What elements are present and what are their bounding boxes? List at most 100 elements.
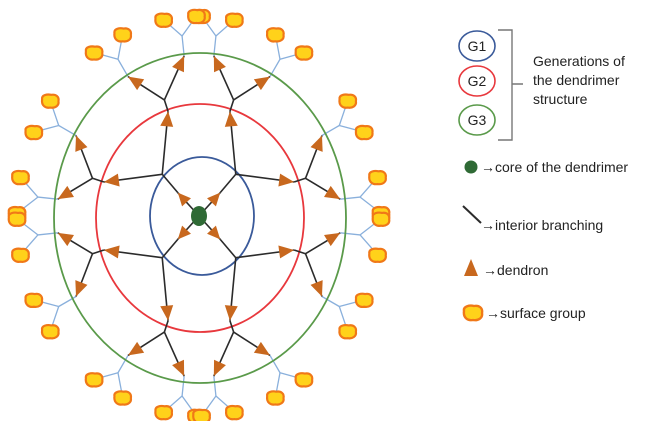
surface-stem-12 — [58, 124, 77, 137]
dendron-17 — [75, 280, 88, 297]
interior-branch-23 — [92, 249, 105, 255]
interior-branch-1 — [219, 173, 237, 194]
interior-branch-7 — [229, 99, 235, 112]
interior-branch-37 — [293, 249, 306, 255]
legend-branch-icon — [462, 205, 482, 224]
surface-group-26 — [265, 390, 285, 406]
surface-group-27 — [294, 372, 314, 388]
dendron-15 — [103, 245, 120, 259]
surface-group-4 — [294, 45, 314, 61]
interior-branch-31 — [219, 238, 237, 259]
interior-branch-27 — [163, 320, 169, 333]
legend-core-label: →core of the dendrimer — [481, 159, 628, 175]
surface-group-8 — [187, 8, 206, 25]
dendron-26 — [310, 280, 323, 297]
generations-bracket — [498, 29, 523, 141]
surface-group-10 — [113, 27, 133, 43]
dendron-13 — [57, 185, 74, 200]
surface-group-2 — [354, 124, 374, 141]
dendron-24 — [253, 341, 270, 356]
dendron-9 — [172, 55, 185, 73]
surface-group-22 — [154, 404, 174, 421]
surface-stem-22 — [181, 376, 185, 397]
dendron-20 — [172, 359, 185, 377]
surface-stem-20 — [117, 355, 129, 374]
surface-group-16 — [7, 211, 27, 227]
surface-group-9 — [154, 12, 174, 28]
dendron-25 — [278, 245, 295, 259]
dendron-11 — [103, 173, 120, 187]
surface-group-31 — [371, 211, 391, 227]
surface-stem-28 — [321, 295, 340, 308]
dendron-7 — [177, 192, 191, 207]
surface-stem-30 — [340, 232, 361, 236]
interior-branch-21 — [161, 238, 179, 259]
surface-group-25 — [224, 404, 244, 421]
legend-core-icon — [464, 160, 478, 174]
surface-stem-0 — [340, 196, 361, 200]
legend-g3-label: G3 — [468, 112, 487, 128]
interior-branch-11 — [161, 173, 179, 194]
dendron-8 — [160, 111, 174, 127]
generations-description-line-2: the dendrimer — [533, 72, 620, 88]
legend-g3: G3 — [458, 104, 496, 136]
interior-branch-3 — [293, 177, 306, 183]
surface-group-17 — [11, 247, 30, 264]
g3-ring — [53, 52, 347, 384]
dendron-1 — [278, 173, 295, 187]
legend-g1: G1 — [458, 30, 496, 62]
dendron-0 — [207, 192, 221, 207]
g1-ring — [149, 156, 255, 276]
dendron-10 — [128, 76, 145, 91]
surface-group-30 — [368, 247, 387, 264]
surface-group-14 — [11, 169, 30, 186]
surface-group-3 — [338, 93, 358, 109]
dendron-19 — [128, 341, 145, 356]
surface-group-29 — [354, 292, 374, 309]
dendron-23 — [213, 359, 226, 377]
surface-group-21 — [113, 390, 133, 406]
surface-group-5 — [265, 27, 285, 43]
dendron-2 — [324, 185, 341, 200]
dendron-21 — [207, 225, 221, 240]
legend-g3-ring — [458, 104, 496, 136]
dendron-27 — [324, 232, 341, 247]
dendron-3 — [310, 135, 323, 152]
surface-stem-26 — [269, 355, 281, 374]
surface-group-24 — [192, 408, 211, 421]
surface-group-20 — [84, 372, 104, 388]
dendron-14 — [177, 225, 191, 240]
interior-branch-17 — [92, 177, 105, 183]
legend-g2-ring — [458, 65, 496, 97]
interior-branch-33 — [229, 320, 235, 333]
g2-ring — [95, 103, 305, 333]
legend-branch-label: →interior branching — [481, 217, 603, 233]
surface-group-13 — [24, 124, 44, 141]
legend-g1-label: G1 — [468, 38, 487, 54]
surface-stem-24 — [213, 376, 217, 397]
generation-rings — [53, 52, 347, 384]
dendrimer-diagram — [7, 8, 391, 421]
dendron-5 — [253, 76, 270, 91]
core-node — [191, 206, 207, 226]
dendrons — [57, 55, 341, 377]
legend-surface-label: →surface group — [486, 305, 586, 321]
surface-group-28 — [338, 323, 358, 340]
surface-group-19 — [40, 323, 60, 340]
surface-stem-10 — [117, 58, 129, 77]
interior-branch-13 — [163, 99, 169, 112]
surface-stem-6 — [213, 35, 217, 56]
legend-dendron-label: →dendron — [483, 262, 548, 278]
legend-dendron-icon — [464, 259, 478, 276]
legend-g2: G2 — [458, 65, 496, 97]
dendron-18 — [160, 305, 174, 321]
dendron-12 — [75, 135, 88, 152]
surface-group-12 — [40, 93, 60, 109]
surface-group-18 — [24, 292, 44, 309]
surface-group-11 — [84, 45, 104, 61]
legend-g2-label: G2 — [468, 73, 487, 89]
dendron-4 — [224, 111, 238, 127]
surface-group-1 — [368, 169, 387, 186]
legend-g1-ring — [458, 30, 496, 62]
generations-description-line-3: structure — [533, 91, 588, 107]
